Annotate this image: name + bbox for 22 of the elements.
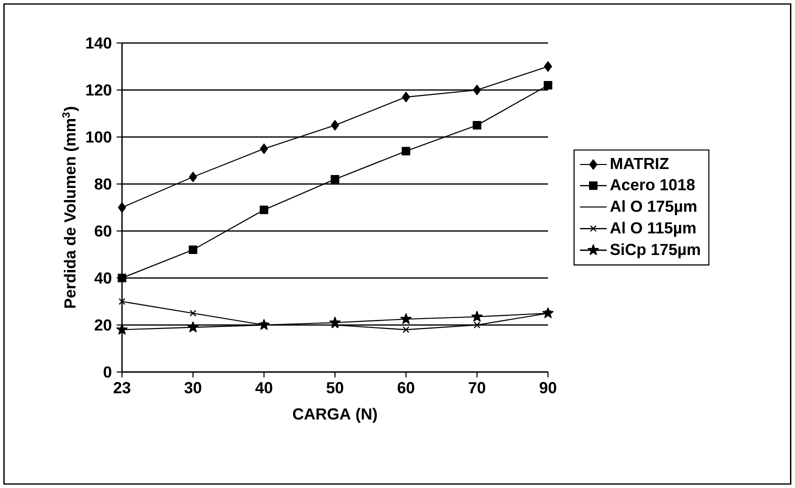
legend-label: Al O 115µm xyxy=(610,222,696,237)
y-axis-title: Perdida de Volumen (mm$^{3}$) xyxy=(62,106,79,308)
x-tick-label: 23 xyxy=(114,382,130,394)
y-tick-label: 20 xyxy=(94,319,112,331)
legend-label: Acero 1018 xyxy=(610,179,695,190)
legend-label: SiCp 175µm xyxy=(610,243,700,258)
x-tick-label: 70 xyxy=(468,382,486,394)
y-tick-label: 80 xyxy=(94,178,112,190)
legend-label: Al O 175µm xyxy=(610,200,696,216)
x-axis-title: CARGA (N) xyxy=(292,408,377,423)
legend-label: MATRIZ xyxy=(610,158,669,170)
y-tick-label: 60 xyxy=(94,225,112,237)
x-tick-label: 40 xyxy=(255,382,272,394)
y-tick-label: 140 xyxy=(86,37,112,49)
x-tick-label: 60 xyxy=(398,382,414,394)
x-tick-label: 30 xyxy=(184,382,202,394)
x-tick-label: 50 xyxy=(326,382,344,394)
y-tick-label: 120 xyxy=(86,84,112,96)
y-tick-label: 0 xyxy=(104,366,112,378)
y-tick-label: 100 xyxy=(86,131,112,143)
y-tick-label: 40 xyxy=(94,272,112,284)
x-tick-label: 90 xyxy=(540,382,556,394)
